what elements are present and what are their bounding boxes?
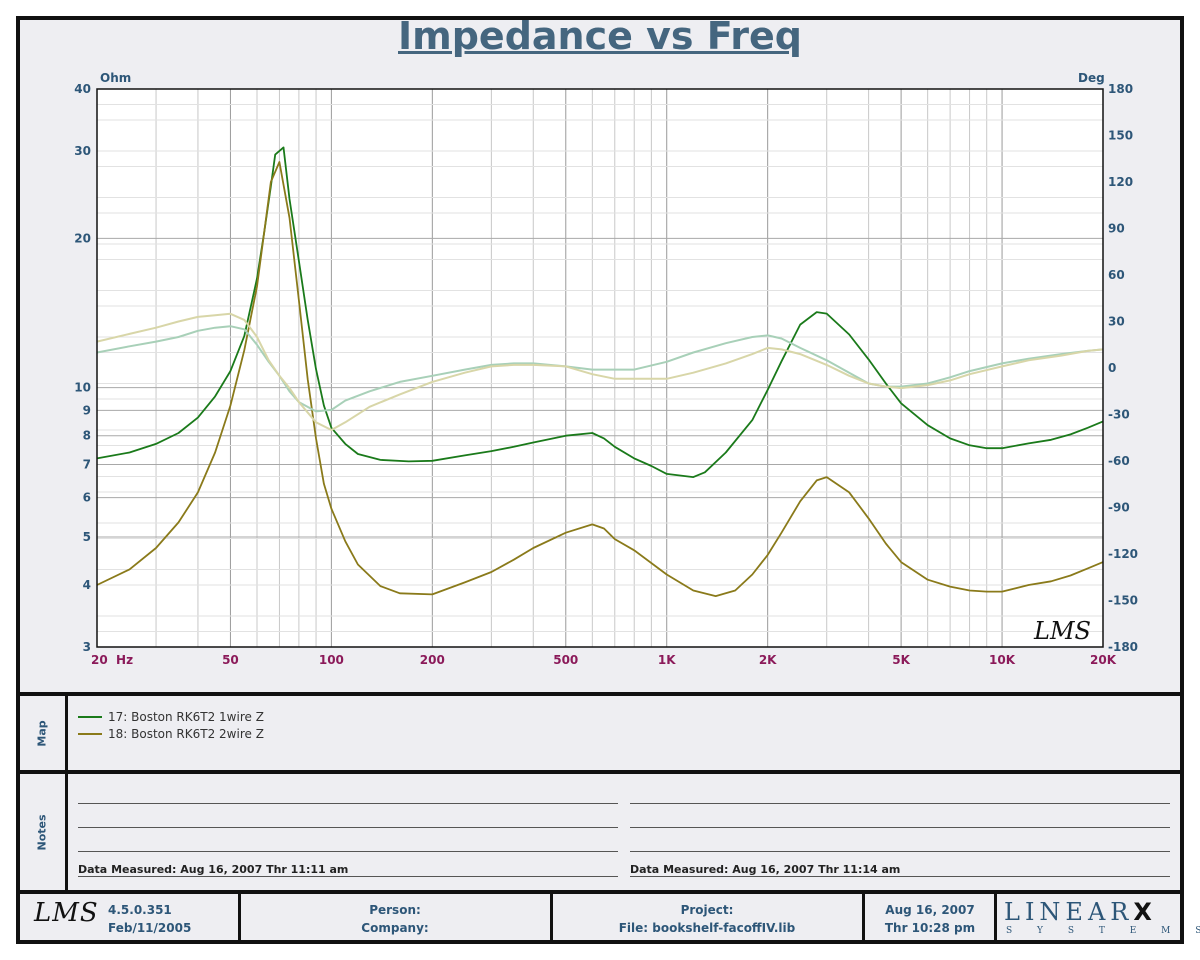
legend-swatch-2wire <box>78 733 102 735</box>
plot-border <box>96 88 1104 648</box>
note-line <box>630 803 1170 804</box>
right-tick-label: 60 <box>1108 268 1125 282</box>
note-line <box>630 851 1170 852</box>
legend-text-1wire: 17: Boston RK6T2 1wire Z <box>108 710 264 724</box>
x-tick-label: 10K <box>989 653 1016 667</box>
x-tick-label: 50 <box>222 653 239 667</box>
report-time: Thr 10:28 pm <box>884 921 976 935</box>
x-tick-label: 500 <box>553 653 578 667</box>
project-cell: Project: File: bookshelf-facoffIV.lib <box>554 901 860 937</box>
right-tick-label: -60 <box>1108 454 1130 468</box>
right-tick-label: -90 <box>1108 501 1130 515</box>
x-tick-label: 20K <box>1090 653 1117 667</box>
legend-text-2wire: 18: Boston RK6T2 2wire Z <box>108 727 264 741</box>
x-tick-label: 1K <box>658 653 676 667</box>
person-cell: Person: Company: <box>242 901 548 937</box>
right-tick-label: -30 <box>1108 408 1130 422</box>
left-tick-label: 40 <box>74 82 91 96</box>
right-tick-label: -120 <box>1108 547 1138 561</box>
notes-label: Notes <box>35 814 49 851</box>
map-divider <box>65 696 68 770</box>
person-label: Person: <box>369 903 421 917</box>
right-tick-label: 180 <box>1108 82 1133 96</box>
note-line <box>78 851 618 852</box>
left-tick-label: 5 <box>83 530 91 544</box>
report-date: Aug 16, 2007 <box>885 903 975 917</box>
left-tick-label: 10 <box>74 381 91 395</box>
map-label: Map <box>35 720 49 747</box>
left-tick-label: 8 <box>83 429 91 443</box>
note-line <box>78 827 618 828</box>
version-number: 4.5.0.351 <box>108 903 172 917</box>
linearx-systems: S Y S T E M S <box>1006 926 1200 936</box>
series-line-phase <box>96 312 1104 431</box>
linearx-x: X <box>1133 898 1152 926</box>
note-line <box>630 876 1170 877</box>
plot-area <box>97 89 1103 647</box>
impedance-chart: 20 Hz 50 100 200 500 1K 2K 5K 10K 20K 3 4 5 6 7 8 9 10 20 3… <box>74 82 1138 667</box>
footer-divider <box>994 894 997 940</box>
left-axis-unit: Ohm <box>100 71 132 85</box>
x-tick-label: 2K <box>759 653 777 667</box>
left-tick-label: 30 <box>74 144 91 158</box>
notes-divider <box>65 774 68 890</box>
left-tick-label: 9 <box>83 403 91 417</box>
legend-entry-2wire: 18: Boston RK6T2 2wire Z <box>78 727 264 741</box>
divider-map-notes <box>20 770 1180 774</box>
footer-divider <box>238 894 241 940</box>
left-tick-label: 20 <box>74 231 91 245</box>
footer-divider <box>550 894 553 940</box>
lms-watermark: LMS <box>1033 617 1091 645</box>
lms-logo: LMS <box>34 898 99 928</box>
left-tick-label: 3 <box>83 640 91 654</box>
build-date: Feb/11/2005 <box>108 921 192 935</box>
left-tick-label: 4 <box>83 578 91 592</box>
chart-title: Impedance vs Freq <box>398 14 802 58</box>
data-measured-right: Data Measured: Aug 16, 2007 Thr 11:14 am <box>630 863 901 876</box>
right-tick-label: 150 <box>1108 129 1133 143</box>
left-tick-label: 6 <box>83 491 91 505</box>
linearx-text: LINEAR <box>1004 898 1134 926</box>
file-label: File: bookshelf-facoffIV.lib <box>618 921 796 935</box>
right-tick-label: 30 <box>1108 315 1125 329</box>
series-line <box>96 161 1104 597</box>
version-info: 4.5.0.351 Feb/11/2005 <box>108 901 191 937</box>
divider-plot-map <box>20 692 1180 696</box>
footer-divider <box>862 894 865 940</box>
left-tick-label: 7 <box>83 457 91 471</box>
right-tick-label: 120 <box>1108 175 1133 189</box>
date-cell: Aug 16, 2007 Thr 10:28 pm <box>866 901 994 937</box>
legend-swatch-1wire <box>78 716 102 718</box>
note-line <box>630 827 1170 828</box>
right-axis-unit: Deg <box>1078 71 1105 85</box>
x-tick-label: 100 <box>319 653 344 667</box>
legend-entry-1wire: 17: Boston RK6T2 1wire Z <box>78 710 264 724</box>
x-tick-label: 200 <box>420 653 445 667</box>
divider-notes-footer <box>20 890 1180 894</box>
note-line <box>78 803 618 804</box>
right-tick-label: -150 <box>1108 594 1138 608</box>
right-tick-label: 0 <box>1108 361 1116 375</box>
linearx-logo: LINEARX <box>1004 898 1152 926</box>
company-label: Company: <box>361 921 429 935</box>
note-line <box>78 876 618 877</box>
right-tick-label: -180 <box>1108 640 1138 654</box>
project-label: Project: <box>680 903 734 917</box>
x-tick-label: 5K <box>892 653 910 667</box>
right-tick-label: 90 <box>1108 222 1125 236</box>
x-tick-label: 20 Hz <box>91 653 133 667</box>
data-measured-left: Data Measured: Aug 16, 2007 Thr 11:11 am <box>78 863 349 876</box>
